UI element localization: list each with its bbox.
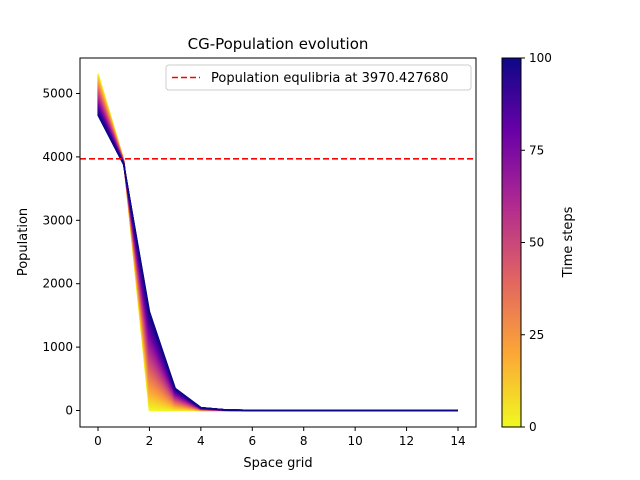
population-curves [97, 73, 458, 412]
y-axis-label: Population [16, 208, 31, 276]
x-tick-label: 6 [248, 434, 256, 448]
x-tick-label: 14 [450, 434, 465, 448]
colorbar-tick-label: 75 [529, 143, 544, 157]
y-tick-label: 5000 [42, 87, 73, 101]
x-tick-label: 0 [94, 434, 102, 448]
colorbar-ticks: 0 25 50 75 100 [521, 51, 552, 434]
colorbar-bar [501, 57, 522, 428]
colorbar-tick-label: 0 [529, 420, 537, 434]
x-tick-label: 8 [300, 434, 308, 448]
x-axis: 0 2 4 6 8 10 12 14 [94, 427, 466, 448]
colorbar-label: Time steps [561, 206, 576, 278]
colorbar-tick-label: 50 [529, 236, 544, 250]
chart-title: CG-Population evolution [188, 35, 369, 53]
legend: Population equlibria at 3970.427680 [165, 64, 472, 91]
legend-box [165, 64, 472, 91]
series-line [97, 95, 458, 412]
x-tick-label: 4 [197, 434, 205, 448]
series-line [97, 114, 458, 412]
y-tick-label: 2000 [42, 277, 73, 291]
x-tick-label: 10 [348, 434, 363, 448]
plot-frame [79, 57, 477, 428]
y-tick-label: 3000 [42, 213, 73, 227]
colorbar-tick-label: 100 [529, 51, 552, 65]
y-axis: 0 1000 2000 3000 4000 5000 [42, 87, 80, 418]
legend-label: Population equlibria at 3970.427680 [211, 71, 449, 86]
colorbar: 0 25 50 75 100 Time steps [501, 51, 576, 434]
y-tick-label: 4000 [42, 150, 73, 164]
x-tick-label: 12 [399, 434, 414, 448]
colorbar-tick-label: 25 [529, 328, 544, 342]
x-tick-label: 2 [146, 434, 154, 448]
x-axis-label: Space grid [243, 456, 312, 471]
y-tick-label: 1000 [42, 340, 73, 354]
y-tick-label: 0 [65, 404, 73, 418]
